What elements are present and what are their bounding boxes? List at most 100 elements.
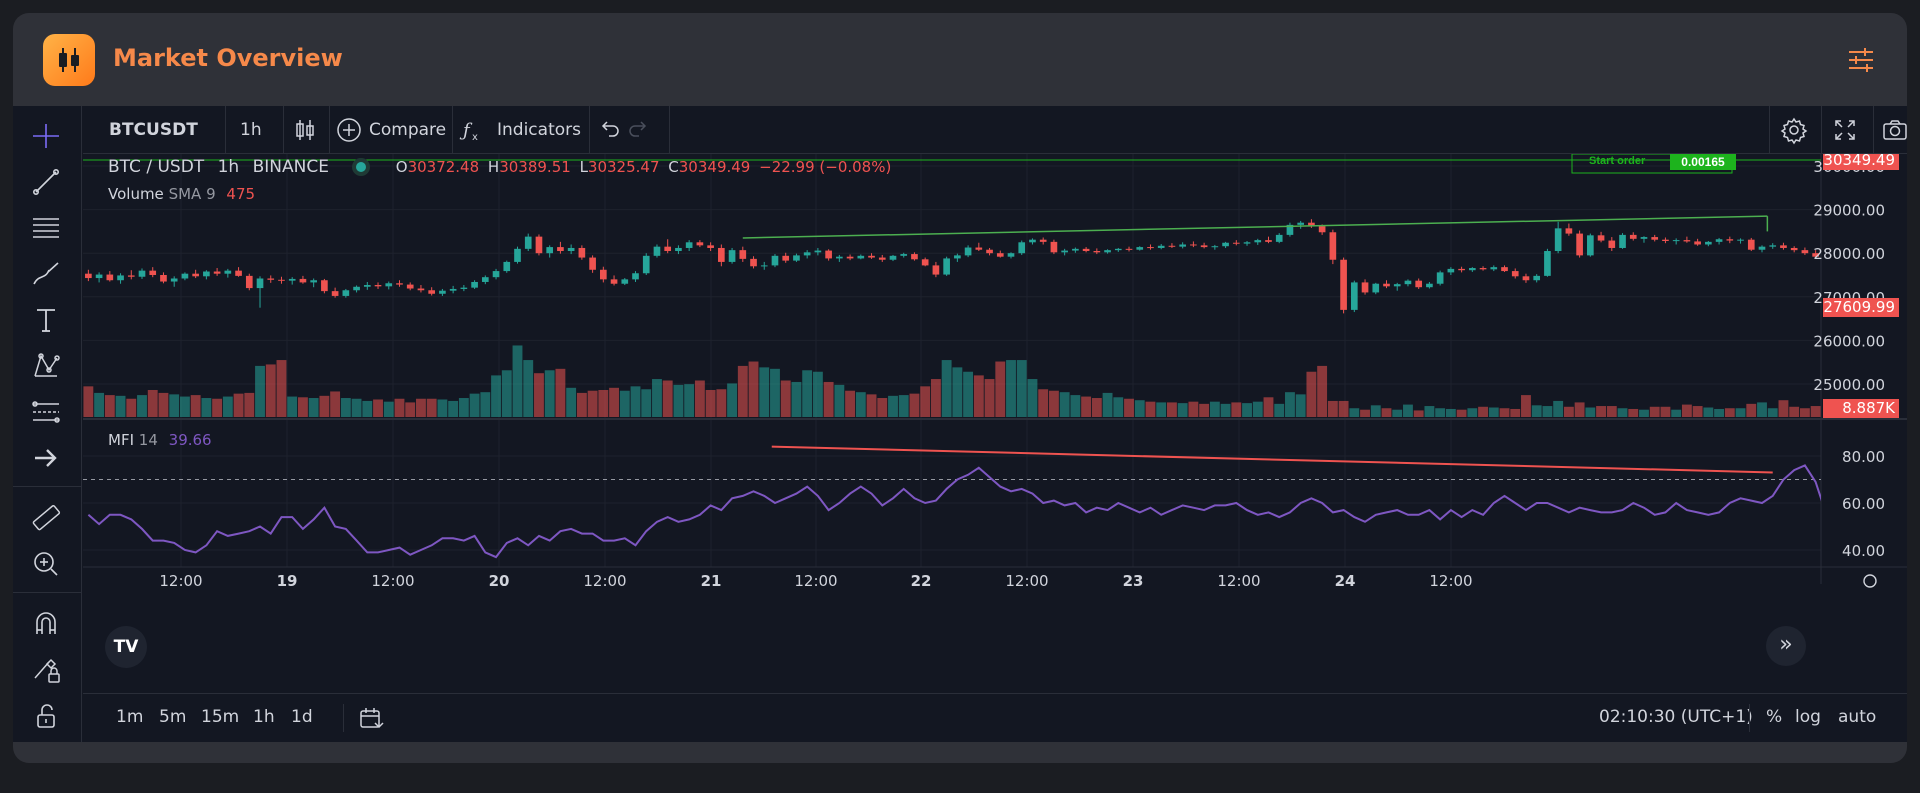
volume-bar [609, 387, 619, 417]
candle-type-icon[interactable] [289, 114, 321, 146]
volume-bar [1456, 409, 1467, 417]
legend-exchange: BINANCE [252, 157, 329, 177]
symbol-search-button[interactable]: BTCUSDT [109, 120, 198, 140]
volume-bar [1048, 390, 1059, 417]
volume-bar [190, 395, 201, 417]
lock-drawing-icon[interactable] [27, 652, 65, 688]
ruler-icon[interactable] [27, 500, 65, 536]
candle [1533, 275, 1541, 281]
candle [170, 278, 178, 282]
candle [1511, 271, 1519, 277]
candle [760, 265, 768, 267]
candle [1232, 242, 1240, 244]
text-icon[interactable] [27, 302, 65, 338]
candle [1093, 251, 1101, 253]
pattern-icon[interactable] [27, 348, 65, 384]
mfi-tick-label: 80.00 [1842, 448, 1885, 466]
candle [288, 278, 296, 281]
volume-bar [673, 384, 684, 417]
candle [567, 247, 575, 252]
sliders-icon[interactable] [1845, 44, 1877, 76]
candle [750, 258, 757, 267]
prediction-icon[interactable] [27, 394, 65, 430]
compare-plus-icon[interactable] [333, 114, 365, 146]
volume-bar [888, 395, 898, 417]
range-1d[interactable]: 1d [291, 707, 313, 727]
volume-bar [1521, 395, 1531, 417]
volume-bar [1735, 408, 1746, 417]
camera-icon[interactable] [1879, 114, 1907, 146]
volume-bar [1242, 403, 1252, 417]
price-chart-svg[interactable]: Start order0.0016530000.0029000.0028000.… [83, 151, 1907, 692]
candle [1383, 283, 1390, 287]
candle [1576, 233, 1583, 256]
volume-bar [83, 386, 94, 417]
volume-bar [1360, 409, 1370, 417]
range-15m[interactable]: 15m [201, 707, 240, 727]
market-status-dot[interactable] [356, 162, 367, 172]
candle [117, 275, 124, 281]
candle [1651, 237, 1659, 240]
volume-bar [1799, 408, 1810, 417]
candle [95, 274, 103, 279]
candle [1350, 282, 1358, 310]
percent-toggle[interactable]: % [1766, 707, 1783, 727]
interval-button[interactable]: 1h [240, 120, 262, 140]
log-toggle[interactable]: log [1795, 707, 1821, 727]
undo-icon[interactable] [593, 114, 625, 146]
magnet-icon[interactable] [27, 606, 65, 642]
candle [85, 273, 92, 279]
arrow-right-icon[interactable] [27, 440, 65, 476]
candle [428, 290, 435, 294]
candle [299, 278, 307, 283]
brush-icon[interactable] [27, 256, 65, 292]
price-tick-label: 29000.00 [1813, 202, 1885, 220]
volume-bar [1585, 407, 1596, 417]
unlock-icon[interactable] [27, 698, 65, 734]
mfi-tick-label: 40.00 [1842, 542, 1885, 560]
chart-area[interactable]: Start order0.0016530000.0029000.0028000.… [83, 151, 1907, 692]
candle [696, 242, 704, 246]
compare-button[interactable]: Compare [369, 120, 447, 140]
volume-bar [1113, 397, 1124, 417]
volume-bar [1392, 409, 1403, 417]
candle [653, 246, 661, 256]
auto-toggle[interactable]: auto [1838, 707, 1877, 727]
range-5m[interactable]: 5m [159, 707, 187, 727]
volume-bar [233, 393, 244, 417]
volume-bar [770, 368, 780, 417]
calendar-icon[interactable] [356, 704, 386, 734]
redo-icon[interactable] [623, 114, 655, 146]
volume-bar [555, 368, 566, 417]
candle [1297, 222, 1304, 225]
time-tick-label: 12:00 [583, 572, 626, 590]
tradingview-logo[interactable]: TV [105, 626, 147, 668]
zoom-in-icon[interactable] [27, 546, 65, 582]
volume-bar [1252, 401, 1263, 417]
candle [1629, 234, 1637, 239]
indicators-button[interactable]: Indicators [497, 120, 581, 140]
candle [138, 270, 146, 277]
candle [900, 254, 908, 256]
time-tick-label: 22 [911, 572, 932, 590]
volume-bar [652, 379, 662, 417]
range-1m[interactable]: 1m [116, 707, 144, 727]
range-1h[interactable]: 1h [253, 707, 275, 727]
fib-retracement-icon[interactable] [27, 210, 65, 246]
time-tick-label: 19 [277, 572, 298, 590]
trend-line-icon[interactable] [27, 164, 65, 200]
candle [1812, 253, 1819, 257]
fullscreen-icon[interactable] [1829, 114, 1861, 146]
scroll-to-realtime-icon[interactable]: » [1766, 626, 1806, 666]
candle [267, 278, 275, 280]
crosshair-icon[interactable] [27, 118, 65, 154]
gear-icon[interactable] [1778, 114, 1810, 146]
volume-legend: Volume SMA 9 475 [108, 185, 255, 203]
volume-bar [1231, 402, 1242, 417]
clock-readout[interactable]: 02:10:30 (UTC+1) [1599, 707, 1753, 727]
volume-bar [383, 401, 394, 417]
volume-bar [1542, 406, 1553, 417]
volume-bar [1746, 403, 1757, 417]
volume-bar [834, 384, 845, 417]
